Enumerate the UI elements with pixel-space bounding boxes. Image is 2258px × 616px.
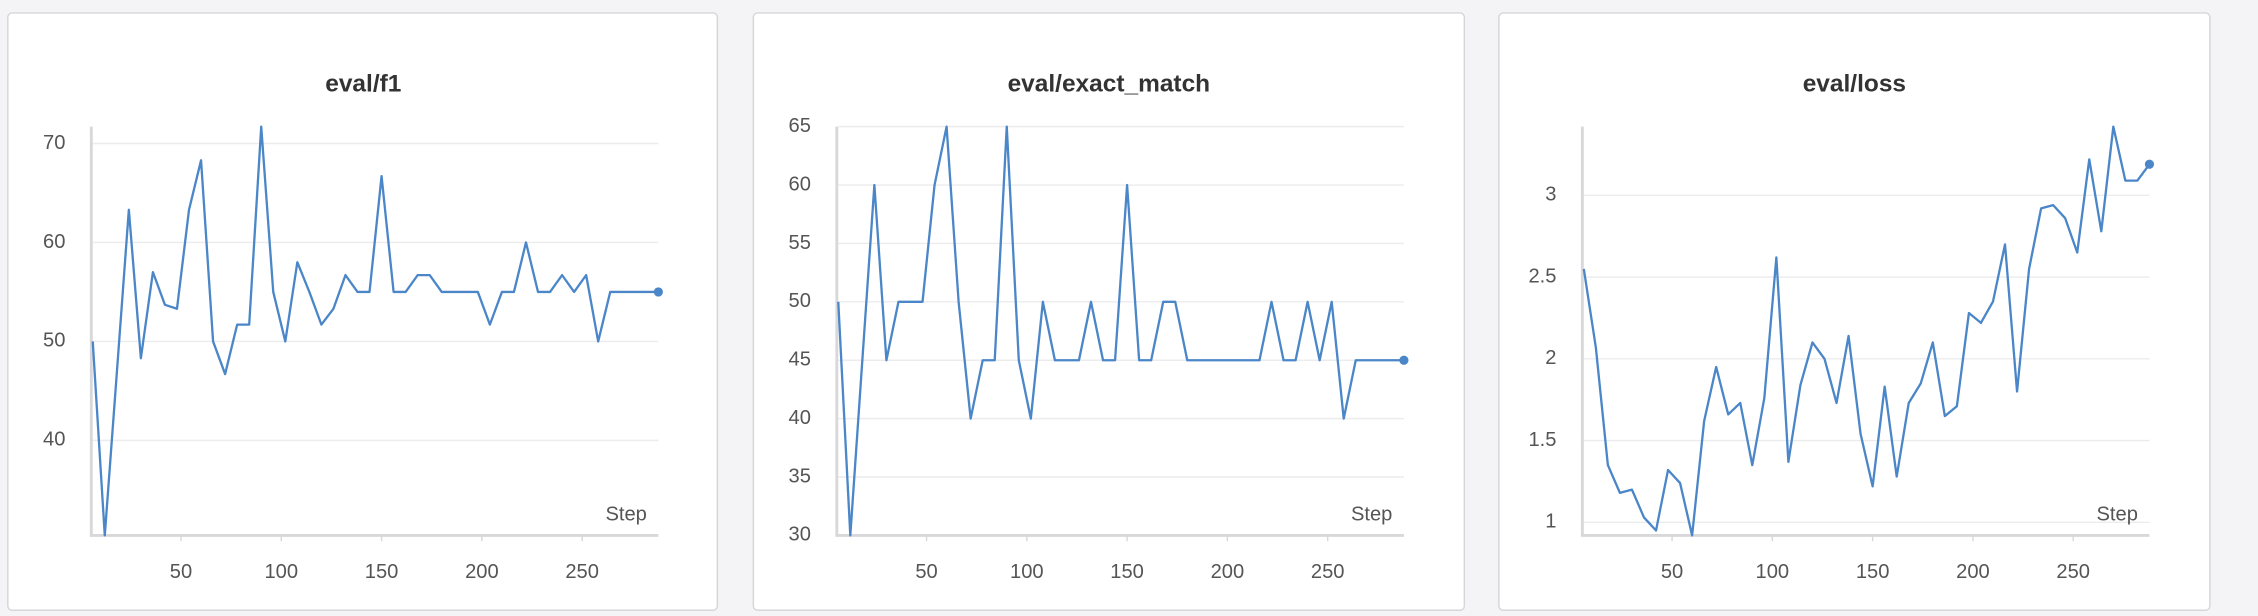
x-tick-label: 150: [1110, 561, 1144, 583]
y-tick-label: 1.5: [1528, 429, 1556, 451]
series-line: [837, 125, 1404, 537]
last-point: [653, 287, 663, 297]
x-tick-label: 50: [915, 561, 937, 583]
x-tick-label: 150: [1856, 561, 1890, 583]
y-tick-label: 35: [789, 465, 811, 487]
y-tick-label: 70: [43, 132, 65, 154]
y-tick-label: 50: [43, 330, 65, 352]
x-axis-label: Step: [605, 504, 646, 526]
x-tick-label: 200: [465, 561, 499, 583]
x-tick-label: 150: [365, 561, 399, 583]
y-tick-label: 30: [789, 524, 811, 546]
y-tick-label: 2.5: [1528, 265, 1556, 287]
y-tick-label: 40: [43, 429, 65, 451]
y-tick-label: 55: [789, 232, 811, 254]
x-tick-label: 250: [1311, 561, 1345, 583]
chart-title: eval/f1: [325, 70, 401, 97]
y-tick-label: 2: [1545, 347, 1556, 369]
x-axis-label: Step: [2097, 504, 2138, 526]
y-tick-label: 3: [1545, 184, 1556, 206]
y-tick-label: 40: [789, 407, 811, 429]
x-tick-label: 50: [1661, 561, 1683, 583]
panel: [752, 12, 1466, 611]
x-tick-label: 200: [1211, 561, 1245, 583]
chart-title: eval/exact_match: [1008, 70, 1211, 97]
x-axis-label: Step: [1351, 504, 1392, 526]
x-tick-label: 200: [1956, 561, 1990, 583]
chart-title: eval/loss: [1803, 70, 1906, 97]
y-tick-label: 60: [789, 173, 811, 195]
panel: [7, 12, 719, 611]
series-line: [91, 125, 659, 537]
y-tick-label: 65: [789, 115, 811, 137]
x-tick-label: 100: [1010, 561, 1044, 583]
y-tick-label: 50: [789, 290, 811, 312]
x-tick-label: 100: [264, 561, 298, 583]
series-line: [1582, 125, 2151, 537]
last-point: [2144, 159, 2155, 169]
y-tick-label: 60: [43, 231, 65, 253]
x-tick-label: 250: [2056, 561, 2090, 583]
y-tick-label: 1: [1545, 511, 1556, 533]
y-tick-label: 45: [789, 349, 811, 371]
last-point: [1399, 355, 1409, 365]
x-tick-label: 100: [1756, 561, 1790, 583]
x-tick-label: 250: [565, 561, 599, 583]
panel: [1498, 12, 2211, 611]
x-tick-label: 50: [170, 561, 192, 583]
